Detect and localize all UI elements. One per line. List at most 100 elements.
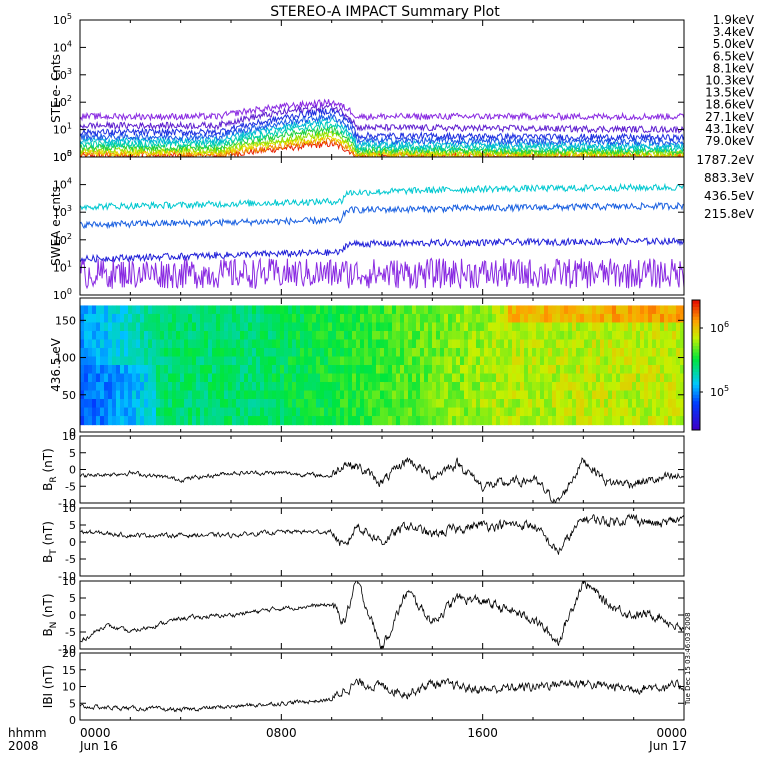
spectrogram-cell — [232, 365, 237, 375]
spectrogram-cell — [624, 347, 629, 358]
spectrogram-cell — [560, 407, 565, 417]
spectrogram-cell — [448, 407, 453, 417]
spectrogram-cell — [248, 407, 253, 417]
spectrogram-cell — [312, 399, 317, 409]
spectrogram-cell — [192, 339, 197, 349]
spectrogram-cell — [592, 313, 597, 324]
spectrogram-cell — [292, 330, 297, 341]
y-tick-label: 100 — [55, 352, 76, 365]
spectrogram-cell — [84, 365, 89, 375]
colorbar-cell — [692, 365, 700, 369]
spectrogram-cell — [240, 330, 245, 341]
spectrogram-cell — [332, 322, 337, 332]
spectrogram-cell — [408, 305, 413, 315]
spectrogram-cell — [136, 382, 141, 392]
spectrogram-cell — [548, 330, 553, 341]
time-tick-date: Jun 16 — [79, 739, 118, 753]
spectrogram-cell — [88, 313, 93, 324]
spectrogram-cell — [316, 399, 321, 409]
spectrogram-cell — [436, 390, 441, 400]
spectrogram-cell — [648, 305, 653, 315]
spectrogram-cell — [524, 356, 529, 366]
spectrogram-cell — [144, 390, 149, 400]
series-line-436.5eV — [80, 201, 684, 230]
spectrogram-cell — [208, 365, 213, 375]
spectrogram-cell — [588, 365, 593, 375]
spectrogram-cell — [376, 365, 381, 375]
spectrogram-cell — [668, 407, 673, 417]
spectrogram-cell — [244, 356, 249, 366]
spectrogram-cell — [620, 399, 625, 409]
spectrogram-cell — [648, 322, 653, 332]
spectrogram-cell — [652, 339, 657, 349]
spectrogram-cell — [212, 373, 217, 383]
spectrogram-cell — [300, 416, 305, 426]
spectrogram-cell — [504, 330, 509, 341]
spectrogram-cell — [208, 305, 213, 315]
spectrogram-cell — [604, 322, 609, 332]
spectrogram-cell — [108, 416, 113, 426]
spectrogram-cell — [676, 365, 681, 375]
spectrogram-cell — [440, 330, 445, 341]
spectrogram-cell — [336, 305, 341, 315]
spectrogram-cell — [484, 356, 489, 366]
spectrogram-cell — [384, 373, 389, 383]
spectrogram-cell — [128, 347, 133, 358]
spectrogram-cell — [424, 347, 429, 358]
spectrogram-cell — [284, 313, 289, 324]
spectrogram-cell — [92, 347, 97, 358]
spectrogram-cell — [176, 382, 181, 392]
spectrogram-cell — [88, 347, 93, 358]
spectrogram-cell — [620, 390, 625, 400]
spectrogram-cell — [96, 373, 101, 383]
spectrogram-cell — [360, 356, 365, 366]
spectrogram-cell — [340, 339, 345, 349]
spectrogram-cell — [584, 347, 589, 358]
spectrogram-cell — [156, 382, 161, 392]
spectrogram-cell — [540, 305, 545, 315]
spectrogram-cell — [140, 365, 145, 375]
y-tick-label: 103 — [53, 67, 72, 82]
spectrogram-cell — [288, 322, 293, 332]
spectrogram-cell — [556, 305, 561, 315]
spectrogram-cell — [524, 373, 529, 383]
spectrogram-cell — [576, 330, 581, 341]
spectrogram-cell — [256, 356, 261, 366]
spectrogram-cell — [560, 416, 565, 426]
spectrogram-cell — [552, 330, 557, 341]
spectrogram-cell — [536, 339, 541, 349]
spectrogram-cell — [436, 347, 441, 358]
spectrogram-cell — [324, 365, 329, 375]
spectrogram-cell — [332, 390, 337, 400]
spectrogram-cell — [512, 339, 517, 349]
spectrogram-cell — [536, 416, 541, 426]
spectrogram-cell — [272, 330, 277, 341]
spectrogram-cell — [520, 347, 525, 358]
spectrogram-cell — [608, 373, 613, 383]
spectrogram-cell — [80, 373, 85, 383]
spectrogram-cell — [352, 407, 357, 417]
spectrogram-cell — [112, 339, 117, 349]
spectrogram-cell — [416, 399, 421, 409]
spectrogram-cell — [156, 330, 161, 341]
spectrogram-cell — [152, 347, 157, 358]
spectrogram-cell — [572, 322, 577, 332]
spectrogram-cell — [456, 339, 461, 349]
spectrogram-cell — [208, 382, 213, 392]
colorbar-cell — [692, 322, 700, 327]
spectrogram-cell — [480, 330, 485, 341]
spectrogram-cell — [628, 407, 633, 417]
spectrogram-cell — [224, 322, 229, 332]
spectrogram-cell — [196, 305, 201, 315]
spectrogram-cell — [648, 330, 653, 341]
colorbar-cell — [692, 355, 700, 359]
spectrogram-cell — [168, 356, 173, 366]
spectrogram-cell — [88, 390, 93, 400]
colorbar-cell — [692, 426, 700, 431]
spectrogram-cell — [120, 382, 125, 392]
spectrogram-cell — [200, 416, 205, 426]
spectrogram-cell — [216, 407, 221, 417]
spectrogram-cell — [108, 407, 113, 417]
spectrogram-cell — [680, 399, 685, 409]
spectrogram-cell — [448, 347, 453, 358]
